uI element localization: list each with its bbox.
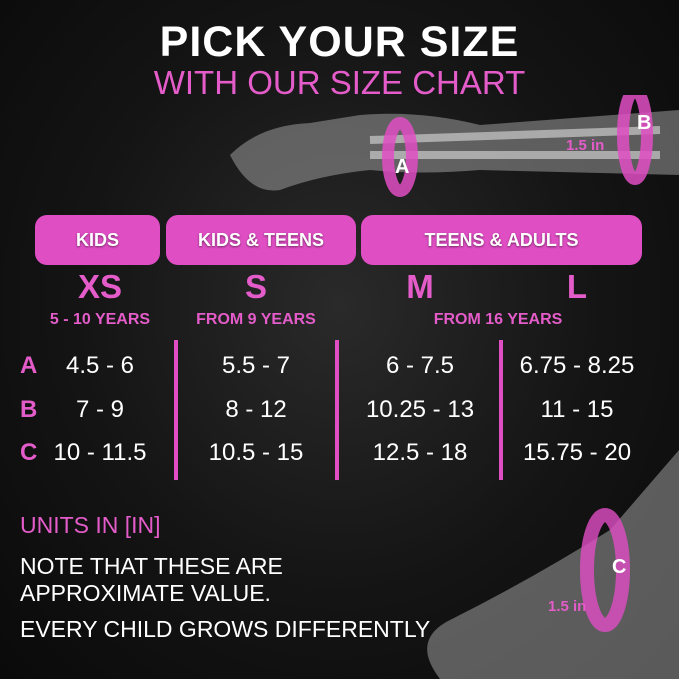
size-m: M <box>406 268 434 305</box>
size-xs: XS <box>77 268 123 305</box>
units-note: UNITS IN [IN] <box>20 512 161 538</box>
band-a-label: A <box>395 156 410 178</box>
band-c-label: C <box>612 556 627 578</box>
size-l: L <box>566 268 588 305</box>
column-divider <box>174 340 178 480</box>
age-s: FROM 9 YEARS <box>196 311 316 328</box>
row-label-a: A <box>20 352 38 379</box>
cell-c-s: 10.5 - 15 <box>208 439 304 466</box>
note-line-2: APPROXIMATE VALUE. <box>20 580 271 606</box>
row-label-b: B <box>20 396 38 423</box>
cell-b-l: 11 - 15 <box>540 396 614 423</box>
knee-xray-illustration <box>427 450 679 679</box>
note-line-1: NOTE THAT THESE ARE <box>20 553 283 579</box>
cell-a-s: 5.5 - 7 <box>221 352 291 379</box>
page-subtitle: WITH OUR SIZE CHART <box>153 64 526 101</box>
age-ml: FROM 16 YEARS <box>433 311 563 328</box>
arm-measure: 1.5 in <box>566 137 605 154</box>
cell-c-l: 15.75 - 20 <box>522 439 632 466</box>
cell-b-m: 10.25 - 13 <box>365 396 475 423</box>
page-title: PICK YOUR SIZE <box>159 18 520 66</box>
cell-a-l: 6.75 - 8.25 <box>519 352 635 379</box>
cell-b-s: 8 - 12 <box>225 396 287 423</box>
arm-xray-illustration <box>230 95 679 197</box>
cell-c-xs: 10 - 11.5 <box>53 439 147 466</box>
cell-b-xs: 7 - 9 <box>75 396 125 423</box>
cell-c-m: 12.5 - 18 <box>372 439 468 466</box>
cell-a-xs: 4.5 - 6 <box>65 352 135 379</box>
band-b-label: B <box>637 112 652 134</box>
note-line-3: EVERY CHILD GROWS DIFFERENTLY <box>20 616 431 642</box>
column-divider <box>335 340 339 480</box>
knee-measure: 1.5 in <box>548 598 587 615</box>
column-divider <box>499 340 503 480</box>
size-s: S <box>244 268 267 305</box>
row-label-c: C <box>20 439 38 466</box>
group-teens-adults: TEENS & ADULTS <box>361 215 642 265</box>
cell-a-m: 6 - 7.5 <box>385 352 455 379</box>
age-xs: 5 - 10 YEARS <box>49 311 151 328</box>
group-kids-teens: KIDS & TEENS <box>166 215 356 265</box>
group-kids: KIDS <box>35 215 160 265</box>
